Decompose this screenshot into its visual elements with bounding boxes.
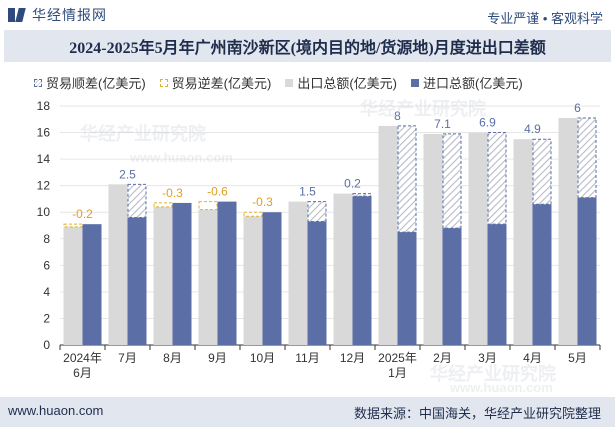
legend-swatch-import [411,78,420,87]
x-tick-label: 10月 [250,351,275,365]
export-bar [153,206,173,345]
x-tick-label: 3月 [478,351,497,365]
y-tick-label: 2 [43,311,50,325]
import-bar [442,228,462,345]
deficit-bar [153,202,173,208]
balance-data-label: 6.9 [479,116,496,130]
export-bar [378,125,398,346]
y-tick-label: 4 [43,285,50,299]
y-tick-label: 14 [37,152,51,166]
legend-label-export: 出口总额(亿美元) [297,76,398,91]
import-bar [397,232,417,345]
surplus-bar [307,201,327,223]
export-bar [63,226,83,345]
surplus-bar [352,193,372,197]
x-tick-label: 4月 [523,351,542,365]
footer: www.huaon.com 数据来源：中国海关，华经产业研究院整理 [0,397,615,427]
balance-data-label: 7.1 [434,117,451,131]
export-bar [558,117,578,345]
chart-legend: 贸易顺差(亿美元) 贸易逆差(亿美元) 出口总额(亿美元) 进口总额(亿美元) [34,73,537,92]
legend-item-deficit[interactable]: 贸易逆差(亿美元) [159,73,272,92]
import-bar [217,201,237,345]
legend-label-surplus: 贸易顺差(亿美元) [46,76,146,91]
import-bar [352,196,372,345]
title-bar: 2024-2025年5月年广州南沙新区(境内目的地/货源地)月度进出口差额 [4,30,611,62]
surplus-bar [442,133,462,229]
import-bar [487,224,507,345]
legend-swatch-export [285,78,294,87]
legend-item-export[interactable]: 出口总额(亿美元) [285,73,397,92]
brand[interactable]: 华经情报网 [8,5,107,25]
x-tick-label: 2月 [433,351,452,365]
surplus-bar [127,183,147,219]
export-bar [198,209,218,345]
x-tick-label: 12月 [340,351,365,365]
import-bar [262,212,282,345]
import-bar [82,224,102,345]
y-tick-label: 16 [37,126,51,140]
legend-swatch-surplus [34,78,42,87]
brand-logo-icon [8,6,26,24]
footer-source: 数据来源：中国海关，华经产业研究院整理 [353,406,601,421]
y-tick-label: 0 [43,338,50,352]
export-bar [423,133,443,345]
top-bar: 华经情报网 专业严谨 • 客观科学 [0,0,615,30]
balance-data-label: 2.5 [119,167,136,181]
legend-item-import[interactable]: 进口总额(亿美元) [411,73,523,92]
import-bar [127,217,147,345]
balance-data-label: -0.3 [252,195,273,209]
surplus-bar [577,117,597,199]
chart-title: 2024-2025年5月年广州南沙新区(境内目的地/货源地)月度进出口差额 [69,40,546,57]
export-bar [468,132,488,345]
surplus-bar [532,138,552,205]
balance-data-label: 1.5 [299,185,316,199]
x-tick-label: 8月 [163,351,182,365]
x-tick-label: 1月 [388,366,407,380]
export-bar [108,184,128,345]
export-bar [288,201,308,345]
import-bar [172,202,192,345]
y-tick-label: 6 [43,258,50,272]
x-tick-label: 7月 [118,351,137,365]
y-tick-label: 12 [37,179,51,193]
y-tick-label: 18 [37,99,51,113]
legend-label-deficit: 贸易逆差(亿美元) [171,76,272,91]
deficit-bar [243,211,263,217]
brand-name: 华经情报网 [32,7,107,23]
surplus-bar [487,132,507,225]
export-bar [513,139,533,345]
import-bar [307,221,327,345]
balance-data-label: -0.2 [72,207,93,221]
balance-data-label: 8 [394,109,401,123]
export-bar [243,216,263,345]
x-tick-label: 5月 [568,351,587,365]
balance-data-label: -0.6 [207,185,228,199]
deficit-bar [198,201,218,211]
balance-data-label: 4.9 [524,122,541,136]
balance-data-label: 0.2 [344,177,361,191]
deficit-bar [63,223,83,228]
legend-swatch-deficit [159,78,168,87]
y-tick-label: 10 [37,205,51,219]
x-tick-label: 6月 [73,366,92,380]
x-tick-label: 11月 [295,351,319,365]
x-tick-label: 2024年 [63,351,102,365]
balance-data-label: -0.3 [162,186,183,200]
export-bar [333,193,353,345]
import-bar [532,204,552,345]
legend-item-surplus[interactable]: 贸易顺差(亿美元) [34,73,146,92]
legend-label-import: 进口总额(亿美元) [423,76,523,91]
y-tick-label: 8 [43,232,50,246]
footer-website-link[interactable]: www.huaon.com [8,403,104,418]
brand-tagline: 专业严谨 • 客观科学 [487,11,603,26]
surplus-bar [397,125,417,233]
import-bar [577,197,597,345]
x-tick-label: 9月 [208,351,227,365]
balance-data-label: 6 [574,101,581,115]
x-tick-label: 2025年 [378,351,417,365]
